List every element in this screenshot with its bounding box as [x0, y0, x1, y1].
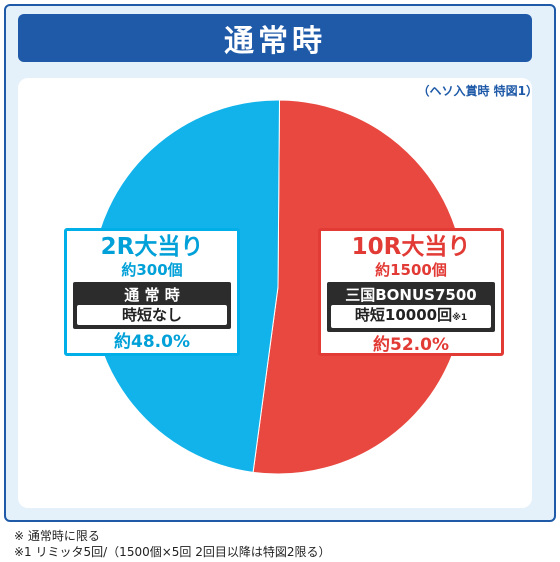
chart-title: 通常時 — [18, 14, 532, 62]
slice-percent-2r: 約48.0% — [114, 332, 190, 352]
slice-detail-10r: 三国BONUS7500 時短10000回※1 — [327, 282, 495, 332]
slice-label-10r: 10R大当り 約1500個 三国BONUS7500 時短10000回※1 約52… — [318, 228, 504, 356]
chart-caption: （ヘソ入賞時 特図1） — [417, 84, 538, 98]
slice-detail-bottom-10r-text: 時短10000回 — [354, 306, 453, 324]
slice-detail-bottom-2r: 時短なし — [77, 305, 227, 325]
footnotes: ※ 通常時に限る ※1 リミッタ5回/（1500個×5回 2回目以降は特図2限る… — [14, 528, 331, 560]
slice-detail-2r: 通 常 時 時短なし — [73, 282, 231, 329]
slice-name-2r: 2R大当り — [100, 234, 204, 260]
slice-label-2r: 2R大当り 約300個 通 常 時 時短なし 約48.0% — [64, 228, 240, 356]
slice-detail-note-10r: ※1 — [452, 313, 468, 323]
slice-count-2r: 約300個 — [121, 261, 183, 279]
slice-detail-top-10r: 三国BONUS7500 — [345, 286, 477, 304]
slice-detail-bottom-2r-text: 時短なし — [121, 306, 182, 324]
slice-name-10r: 10R大当り — [351, 234, 471, 260]
slice-detail-top-2r: 通 常 時 — [124, 286, 180, 304]
slice-detail-bottom-10r: 時短10000回※1 — [331, 305, 491, 328]
footnote-2: ※1 リミッタ5回/（1500個×5回 2回目以降は特図2限る） — [14, 545, 331, 559]
footnote-1: ※ 通常時に限る — [14, 529, 100, 543]
slice-count-10r: 約1500個 — [375, 261, 447, 279]
slice-percent-10r: 約52.0% — [373, 335, 449, 355]
